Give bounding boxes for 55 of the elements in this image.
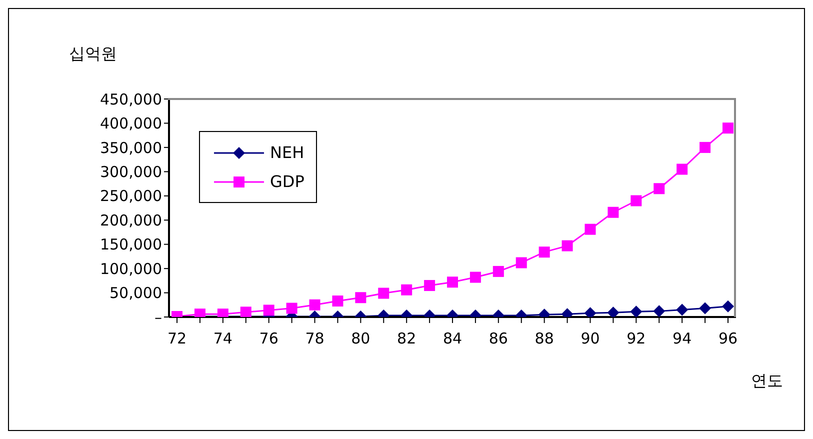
y-tick-label: 450,000	[100, 90, 162, 108]
point	[630, 306, 642, 317]
y-axis-title: 십억원	[69, 44, 117, 65]
point	[722, 300, 734, 312]
x-tick-label: 74	[213, 330, 232, 348]
y-tick-label: 200,000	[100, 211, 162, 230]
point	[286, 302, 298, 314]
x-tick-label: 76	[259, 330, 278, 348]
point	[699, 302, 712, 314]
x-tick-label: 82	[397, 330, 416, 348]
y-tick-label: 400,000	[100, 114, 162, 133]
point	[424, 280, 436, 292]
point	[538, 246, 550, 258]
y-tick-label: 350,000	[100, 138, 162, 157]
point	[722, 122, 734, 134]
point	[263, 304, 274, 316]
point	[653, 305, 666, 317]
point	[447, 276, 458, 288]
x-tick-label: 94	[672, 330, 692, 348]
x-tick-label: 88	[534, 330, 554, 348]
point	[401, 284, 412, 296]
point	[562, 240, 573, 252]
x-axis-title: 연도	[751, 371, 783, 392]
point	[630, 195, 642, 206]
y-tick-label: 250,000	[100, 187, 162, 206]
point	[378, 288, 390, 299]
point	[676, 164, 688, 175]
y-tick-label: 50,000	[110, 284, 162, 302]
y-tick-label: 300,000	[100, 162, 162, 181]
legend-label: NEH	[270, 143, 304, 162]
point	[355, 292, 366, 304]
x-tick-label: 72	[167, 330, 187, 348]
y-tick-label: –	[154, 308, 162, 326]
point	[700, 142, 711, 153]
point	[608, 206, 619, 218]
point	[516, 257, 527, 268]
point	[470, 272, 481, 283]
y-tick-label: 100,000	[100, 260, 162, 278]
x-tick-label: 80	[351, 330, 370, 348]
point	[332, 296, 344, 307]
x-tick-label: 90	[580, 330, 600, 348]
x-tick-label: 78	[305, 330, 324, 348]
x-tick-label: 92	[626, 330, 646, 348]
point	[240, 306, 252, 317]
point	[492, 266, 504, 277]
y-tick-label: 150,000	[100, 236, 162, 254]
point	[676, 304, 688, 316]
x-tick-label: 96	[718, 330, 738, 348]
point	[584, 224, 596, 235]
point	[654, 183, 665, 194]
legend-label: GDP	[270, 172, 304, 191]
point	[607, 306, 620, 317]
x-tick-label: 84	[442, 330, 462, 348]
x-tick-label: 86	[488, 330, 508, 348]
point	[309, 299, 320, 310]
